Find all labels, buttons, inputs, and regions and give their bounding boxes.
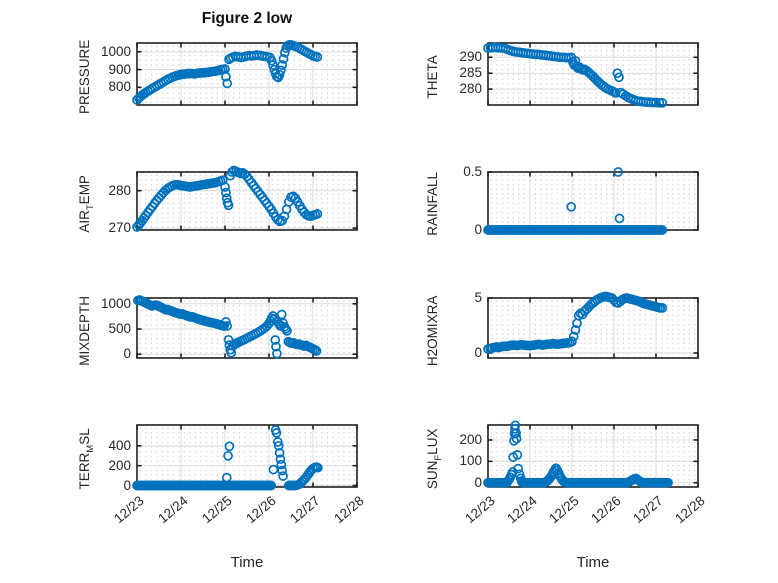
plot-canvas-sun_flux	[483, 420, 699, 488]
data-points	[132, 165, 323, 232]
data-points	[133, 295, 322, 359]
ylabel-subscript: T	[84, 204, 96, 211]
axes-box	[136, 171, 358, 231]
x-tick-label: 12/23	[111, 493, 147, 527]
x-tick-label: 12/24	[504, 493, 540, 527]
y-axis-label-sun-flux: SUNFLUX	[424, 379, 448, 539]
y-tick-label: 0	[474, 344, 482, 360]
ylabel-text: H2OMIXRA	[425, 295, 441, 367]
x-tick-label: 12/26	[243, 493, 279, 527]
y-tick-label: 500	[108, 321, 131, 336]
y-tick-label: 100	[459, 453, 482, 469]
y-tick-label: 400	[108, 437, 131, 453]
plot-canvas-air_temp	[132, 165, 358, 232]
x-tick-label: 12/28	[672, 493, 708, 527]
plot-canvas-pressure	[132, 39, 358, 106]
axes-box	[487, 424, 699, 488]
x-tick-label: 12/26	[588, 493, 624, 527]
plot-canvas-theta	[483, 42, 699, 108]
ylabel-subscript: M	[84, 444, 96, 453]
data-points	[132, 39, 323, 105]
data-points	[483, 291, 668, 354]
ylabel-text: THETA	[425, 55, 441, 99]
axes-box	[487, 297, 699, 359]
axes-box	[136, 424, 358, 488]
ylabel-text: PRESSURE	[77, 39, 93, 114]
y-tick-label: 200	[108, 457, 131, 473]
grid-lines	[488, 298, 698, 358]
y-tick-label: 800	[108, 79, 131, 95]
grid-lines	[137, 425, 357, 487]
y-axis-label-terr-msl: TERRMSL	[76, 379, 100, 539]
plot-canvas-rainfall	[483, 167, 699, 235]
x-tick-label: 12/24	[155, 493, 191, 527]
axes-box	[487, 42, 699, 106]
x-tick-label: 12/27	[287, 493, 323, 527]
axes-box	[487, 171, 699, 231]
axes-box	[136, 297, 358, 359]
x-tick-label: 12/28	[331, 493, 367, 527]
axes-box	[136, 42, 358, 106]
plot-canvas-mixdepth	[133, 295, 358, 359]
y-tick-label: 200	[459, 431, 482, 447]
y-axis-label-mixdepth: MIXDEPTH	[76, 251, 100, 411]
grid-lines	[529, 172, 657, 230]
grid-lines	[488, 43, 698, 105]
grid-lines	[137, 298, 357, 358]
y-tick-label: 0	[474, 474, 482, 490]
x-tick-label: 12/25	[199, 493, 235, 527]
y-axis-label-pressure: PRESSURE	[76, 0, 100, 157]
y-tick-label: 285	[459, 65, 482, 81]
data-points	[483, 420, 673, 488]
plot-canvas-h2omixra	[483, 291, 699, 359]
ylabel-text: SL	[77, 428, 93, 445]
y-tick-label: 0	[123, 477, 131, 493]
y-tick-label: 1000	[100, 295, 131, 311]
plot-canvas-terr_msl	[132, 424, 358, 491]
y-tick-label: 280	[108, 182, 131, 198]
y-tick-label: 280	[459, 81, 482, 97]
x-axis-label-right: Time	[576, 554, 610, 571]
data-points	[483, 167, 668, 235]
ylabel-text: SUN	[425, 460, 441, 490]
y-tick-label: 290	[459, 49, 482, 65]
y-tick-label: 0	[123, 346, 131, 362]
grid-lines	[488, 425, 698, 487]
x-tick-label: 12/27	[630, 493, 666, 527]
y-axis-label-air-temp: AIRTEMP	[76, 124, 100, 284]
y-tick-label: 5	[474, 290, 482, 305]
y-tick-label: 270	[108, 220, 131, 236]
ylabel-text: MIXDEPTH	[77, 295, 93, 366]
y-axis-label-theta: THETA	[424, 0, 448, 157]
ylabel-text: RAINFALL	[425, 171, 441, 236]
y-tick-label: 900	[108, 61, 131, 77]
ylabel-text: TERR	[77, 452, 93, 490]
x-tick-label: 12/23	[462, 493, 498, 527]
ylabel-text: AIR	[77, 210, 93, 233]
y-axis-label-h2omixra: H2OMIXRA	[424, 251, 448, 411]
ylabel-text: EMP	[77, 175, 93, 205]
y-tick-label: 1000	[100, 43, 131, 59]
ylabel-text: LUX	[425, 428, 441, 455]
figure-title: Figure 2 low	[201, 10, 293, 27]
data-points	[132, 425, 323, 491]
y-tick-label: 0.5	[463, 164, 482, 179]
y-axis-label-rainfall: RAINFALL	[424, 124, 448, 284]
y-tick-label: 0	[474, 222, 482, 237]
grid-lines	[137, 172, 357, 230]
x-axis-label-left: Time	[230, 554, 264, 571]
ylabel-subscript: F	[432, 454, 444, 461]
grid-lines	[137, 43, 357, 105]
x-tick-label: 12/25	[546, 493, 582, 527]
data-points	[483, 42, 668, 108]
